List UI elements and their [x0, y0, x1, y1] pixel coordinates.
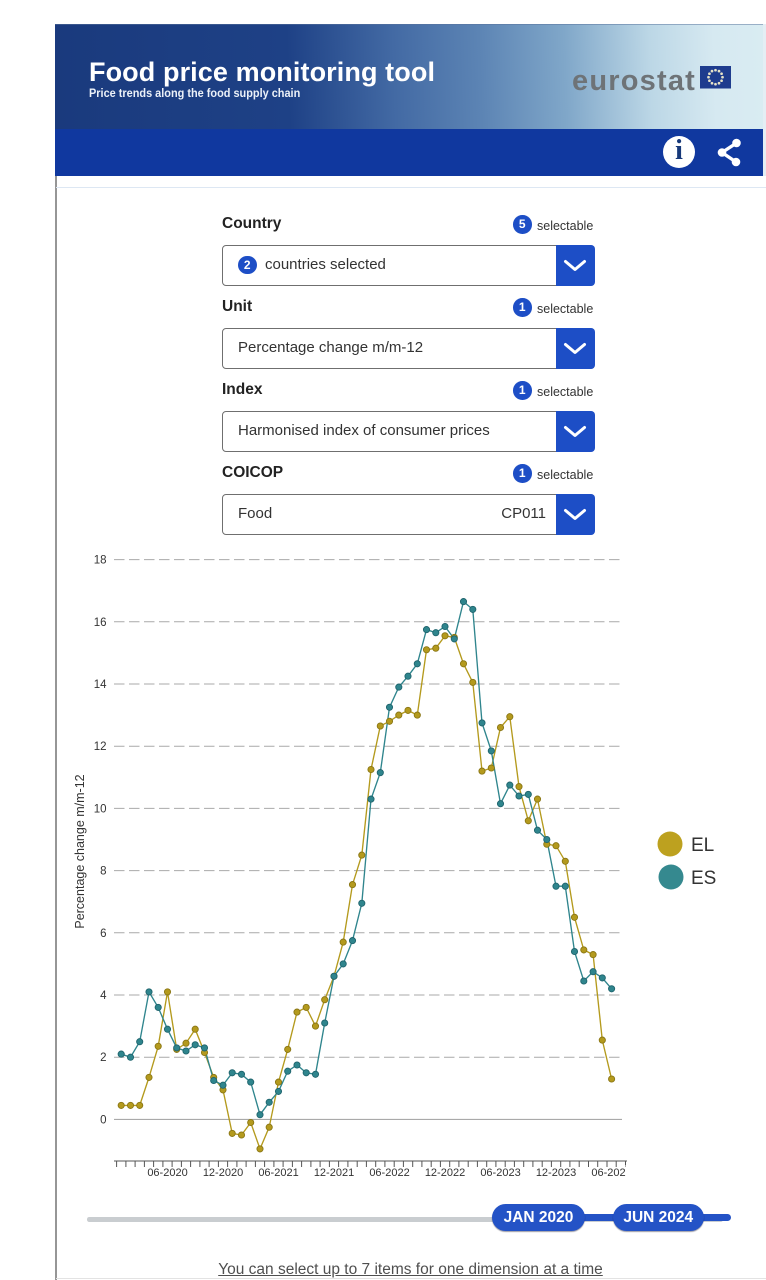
svg-text:2: 2	[100, 1052, 106, 1064]
svg-text:06-2024: 06-2024	[591, 1167, 631, 1179]
svg-text:16: 16	[94, 617, 107, 629]
svg-text:8: 8	[100, 866, 106, 878]
svg-text:12-2022: 12-2022	[425, 1167, 465, 1179]
svg-text:06-2023: 06-2023	[480, 1167, 520, 1179]
svg-text:06-2022: 06-2022	[369, 1167, 409, 1179]
svg-text:Percentage change m/m-12: Percentage change m/m-12	[73, 774, 87, 928]
svg-text:12-2020: 12-2020	[203, 1167, 243, 1179]
svg-text:06-2020: 06-2020	[147, 1167, 187, 1179]
svg-text:12: 12	[94, 741, 107, 753]
svg-text:12-2021: 12-2021	[314, 1167, 354, 1179]
svg-text:4: 4	[100, 990, 107, 1002]
svg-text:10: 10	[94, 803, 107, 815]
svg-text:06-2021: 06-2021	[258, 1167, 298, 1179]
svg-text:12-2023: 12-2023	[536, 1167, 576, 1179]
svg-text:0: 0	[100, 1114, 106, 1126]
svg-text:6: 6	[100, 928, 106, 940]
svg-text:14: 14	[94, 679, 107, 691]
svg-text:EL: EL	[691, 835, 714, 856]
svg-text:ES: ES	[691, 868, 716, 889]
svg-text:18: 18	[94, 555, 107, 567]
